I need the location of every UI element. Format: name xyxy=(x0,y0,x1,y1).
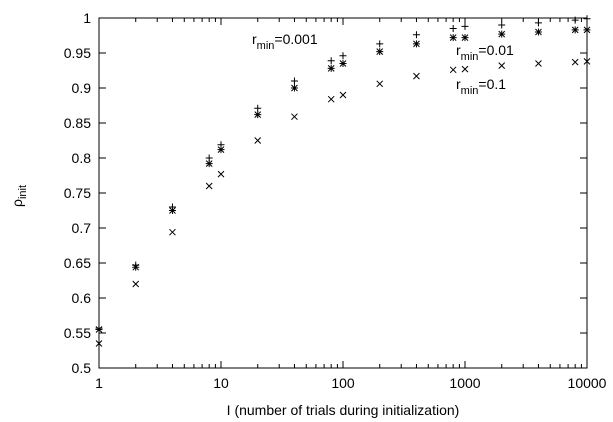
point-plus xyxy=(583,15,591,23)
point-cross xyxy=(461,65,469,73)
y-tick-label: 0.8 xyxy=(72,150,92,166)
annotation-rmin-0.1: rmin=0.1 xyxy=(456,76,506,97)
y-tick-label: 0.6 xyxy=(72,290,92,306)
point-plus xyxy=(571,16,579,24)
annotation-value: =0.001 xyxy=(274,31,317,47)
point-cross xyxy=(571,58,579,66)
point-plus xyxy=(412,31,420,39)
y-tick-label: 0.55 xyxy=(64,325,91,341)
annotation-sub: min xyxy=(257,40,275,52)
point-plus xyxy=(376,40,384,48)
point-star xyxy=(327,64,335,72)
point-cross xyxy=(339,91,347,99)
annotation-base: r xyxy=(252,31,257,47)
point-cross xyxy=(376,80,384,88)
point-cross xyxy=(205,182,213,190)
data-marks xyxy=(95,15,591,347)
point-star xyxy=(205,160,213,168)
y-tick-label: 0.95 xyxy=(64,45,91,61)
x-axis-ticks: 1 10 100 1000 10000 xyxy=(95,18,607,391)
point-cross xyxy=(583,58,591,65)
point-plus xyxy=(339,52,347,60)
point-star xyxy=(498,30,506,38)
annotation-base: r xyxy=(456,42,461,58)
point-star xyxy=(412,40,420,48)
x-tick-label: 100 xyxy=(331,375,355,391)
point-plus xyxy=(498,21,506,29)
point-cross xyxy=(535,60,542,67)
annotation-rmin-0.001: rmin=0.001 xyxy=(252,31,318,52)
point-plus xyxy=(290,77,298,85)
annotation-value: =0.01 xyxy=(478,42,514,58)
point-star xyxy=(583,26,591,34)
point-cross xyxy=(327,95,335,103)
point-star xyxy=(132,263,140,271)
y-axis-label-base: ρ xyxy=(9,199,25,207)
x-tick-label: 10000 xyxy=(568,375,607,391)
point-plus xyxy=(534,19,542,27)
point-star xyxy=(534,28,542,36)
annotation-rmin-0.01: rmin=0.01 xyxy=(456,42,514,63)
point-plus xyxy=(254,104,262,112)
point-cross xyxy=(498,62,506,69)
y-tick-label: 0.75 xyxy=(64,185,91,201)
point-cross xyxy=(413,72,420,80)
x-tick-label: 1 xyxy=(95,375,103,391)
y-tick-label: 0.85 xyxy=(64,115,91,131)
x-tick-label: 1000 xyxy=(449,375,480,391)
point-cross xyxy=(132,280,140,288)
x-axis-label: I (number of trials during initializatio… xyxy=(227,402,460,418)
point-cross xyxy=(169,228,176,236)
y-axis-label: ρinit xyxy=(9,185,29,207)
point-star xyxy=(376,48,384,56)
point-star xyxy=(290,84,298,92)
point-star xyxy=(168,207,176,214)
plot-frame xyxy=(98,17,588,369)
point-star xyxy=(254,111,262,119)
annotation-value: =0.1 xyxy=(478,76,506,92)
y-tick-label: 1 xyxy=(83,10,91,26)
annotation-base: r xyxy=(456,76,461,92)
point-plus xyxy=(461,22,469,30)
y-axis-label-sub: init xyxy=(17,185,29,199)
point-cross xyxy=(449,66,457,74)
point-star xyxy=(217,146,225,154)
point-cross xyxy=(254,137,262,144)
annotation-sub: min xyxy=(461,51,479,63)
y-tick-label: 0.5 xyxy=(72,360,92,376)
y-tick-label: 0.9 xyxy=(72,80,92,96)
point-star xyxy=(571,26,579,34)
y-tick-label: 0.7 xyxy=(72,220,92,236)
annotation-sub: min xyxy=(461,85,479,97)
point-plus xyxy=(449,25,457,32)
point-cross xyxy=(217,170,225,178)
point-plus xyxy=(327,57,335,65)
point-cross xyxy=(95,340,103,347)
point-star xyxy=(95,326,103,333)
point-star xyxy=(449,34,457,42)
point-cross xyxy=(291,113,298,121)
point-star xyxy=(339,60,347,67)
y-axis-ticks: 0.5 0.55 0.6 0.65 0.7 0.75 0.8 0.85 0.9 0.95 1 xyxy=(64,10,587,376)
point-star xyxy=(461,34,469,42)
y-tick-label: 0.65 xyxy=(64,255,91,271)
x-tick-label: 10 xyxy=(213,375,229,391)
